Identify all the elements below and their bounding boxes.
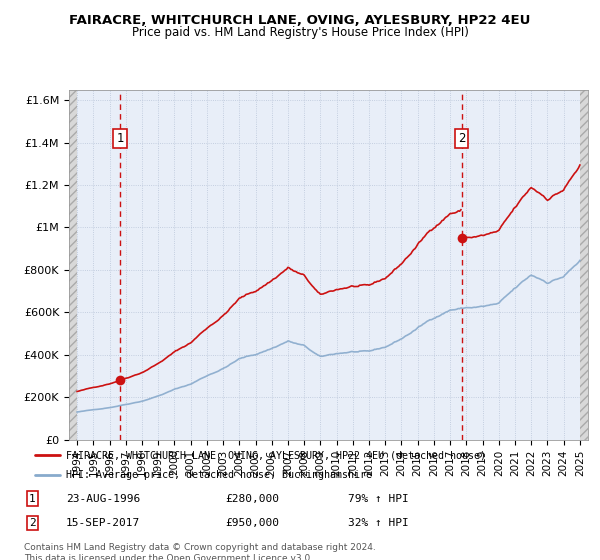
Text: 32% ↑ HPI: 32% ↑ HPI: [347, 518, 409, 528]
Text: £950,000: £950,000: [225, 518, 279, 528]
Text: 2: 2: [29, 518, 36, 528]
Text: FAIRACRE, WHITCHURCH LANE, OVING, AYLESBURY, HP22 4EU (detached house): FAIRACRE, WHITCHURCH LANE, OVING, AYLESB…: [66, 450, 486, 460]
Text: 15-SEP-2017: 15-SEP-2017: [66, 518, 140, 528]
Bar: [69, 90, 77, 440]
Text: HPI: Average price, detached house, Buckinghamshire: HPI: Average price, detached house, Buck…: [66, 470, 372, 480]
Text: 23-AUG-1996: 23-AUG-1996: [66, 494, 140, 503]
Text: 1: 1: [116, 132, 124, 145]
Text: £280,000: £280,000: [225, 494, 279, 503]
Text: Contains HM Land Registry data © Crown copyright and database right 2024.
This d: Contains HM Land Registry data © Crown c…: [24, 543, 376, 560]
Bar: [580, 90, 588, 440]
Text: 1: 1: [29, 494, 36, 503]
Text: FAIRACRE, WHITCHURCH LANE, OVING, AYLESBURY, HP22 4EU: FAIRACRE, WHITCHURCH LANE, OVING, AYLESB…: [70, 14, 530, 27]
Text: Price paid vs. HM Land Registry's House Price Index (HPI): Price paid vs. HM Land Registry's House …: [131, 26, 469, 39]
Text: 79% ↑ HPI: 79% ↑ HPI: [347, 494, 409, 503]
Text: 2: 2: [458, 132, 466, 145]
